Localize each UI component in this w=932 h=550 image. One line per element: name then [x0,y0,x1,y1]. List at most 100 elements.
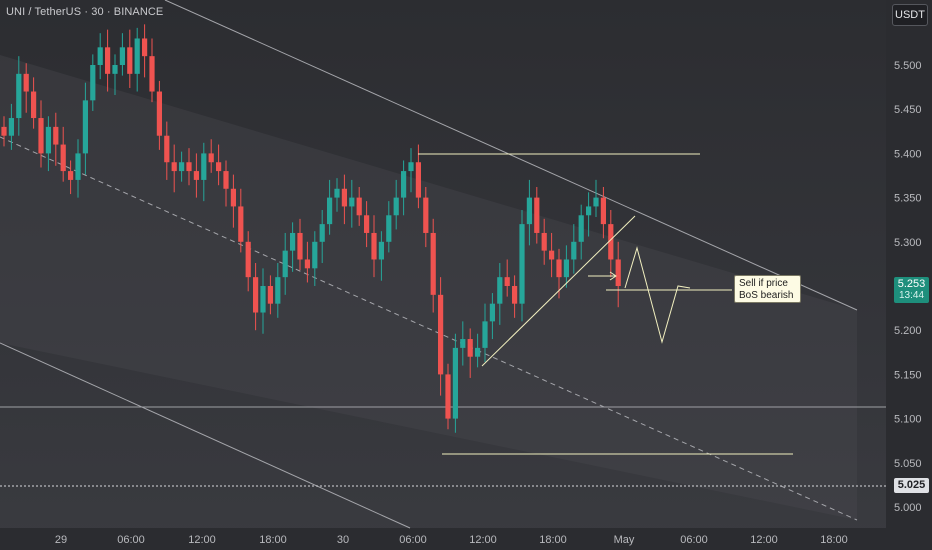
candle-body [341,188,347,207]
time-axis-ticks: 29 06:00 12:00 18:00 30 06:00 12:00 18:00 May 06:… [55,534,848,546]
candle-body [401,171,407,198]
horizontal-level-label: 5.025 [894,478,929,493]
candle-body [408,162,414,172]
candle-body [112,65,118,74]
candle-body [327,197,333,225]
price-tick-label: 5.100 [894,414,922,426]
candle-body [371,232,377,260]
candle-body [230,188,236,207]
candle-body [1,126,7,136]
candle-body [349,197,355,207]
candle-body [467,339,473,357]
channel-median-line[interactable] [0,136,858,521]
candle-body [423,197,429,233]
candle-body [216,162,222,172]
candle-body [319,224,325,242]
candle-body [615,259,621,286]
candles-group [1,24,621,433]
time-tick-label: 06:00 [680,534,708,546]
channel-upper-line[interactable] [164,0,858,311]
candle-body [386,215,392,242]
symbol-title[interactable]: UNI / TetherUS · 30 · BINANCE [6,6,164,18]
candle-body [60,144,66,172]
time-axis-panel[interactable] [0,528,886,550]
candle-body [415,162,421,198]
candle-body [142,38,148,57]
candle-body [171,162,177,172]
projection-path[interactable] [624,246,691,344]
currency-selector[interactable]: USDT [892,4,928,26]
candle-body [578,215,584,242]
price-tick-label: 5.450 [894,104,922,116]
trendline[interactable] [481,215,636,367]
price-tick-label: 5.050 [894,458,922,470]
candle-body [260,286,266,313]
candle-body [356,197,362,216]
time-tick-label: 29 [55,534,67,546]
candle-body [586,206,592,216]
candle-body [452,347,458,419]
time-tick-label: 06:00 [117,534,145,546]
candle-body [512,286,518,304]
candle-body [23,73,29,92]
time-tick-label: 12:00 [469,534,497,546]
candle-body [193,171,199,180]
candle-body [571,241,577,260]
candle-body [75,153,81,180]
annotation-note[interactable]: Sell if price BoS bearish [734,275,801,303]
price-tick-label: 5.350 [894,193,922,205]
candle-body [334,188,340,198]
candle-body [556,259,562,278]
candle-body [482,321,488,348]
candle-body [201,153,207,180]
candle-body [297,232,303,260]
candle-body [600,197,606,225]
time-tick-label: 30 [337,534,349,546]
candle-body [438,294,444,375]
channel-fill [0,55,857,520]
price-tick-label: 5.500 [894,60,922,72]
note-line-2: BoS bearish [739,290,794,301]
candle-body [593,197,599,207]
candle-body [68,171,74,180]
candle-body [97,47,103,65]
time-tick-label: 12:00 [188,534,216,546]
candle-body [253,277,259,313]
candle-body [186,162,192,172]
candle-body [105,47,111,74]
candle-body [304,259,310,269]
price-tick-label: 5.200 [894,325,922,337]
channel-lower-line[interactable] [0,342,411,529]
candle-body [82,100,88,154]
candle-body [134,38,140,74]
price-tick-label: 5.000 [894,502,922,514]
candle-body [608,224,614,260]
candle-body [8,118,14,136]
candle-body [275,277,281,304]
user-drawings[interactable] [418,153,793,455]
time-tick-label: May [614,534,635,546]
time-tick-label: 12:00 [750,534,778,546]
price-tick-label: 5.300 [894,237,922,249]
candle-body [179,162,185,172]
time-tick-label: 18:00 [259,534,287,546]
candle-body [245,241,251,278]
candle-body [16,73,22,119]
candle-body [504,277,510,286]
price-axis-panel[interactable] [886,0,932,550]
candle-body [45,126,51,154]
price-tick-label: 5.150 [894,369,922,381]
candle-body [238,206,244,242]
candle-body [541,232,547,251]
candle-body [164,135,170,163]
last-price-value: 5.253 [897,278,926,290]
bar-countdown: 13:44 [898,290,925,301]
note-line-1: Sell if price [739,278,788,289]
price-axis-ticks: 5.500 5.450 5.400 5.350 5.300 5.200 5.150 5.100… [894,60,922,514]
candle-body [519,224,525,304]
candle-body [127,47,133,74]
candle-body [223,171,229,189]
candle-body [290,232,296,251]
